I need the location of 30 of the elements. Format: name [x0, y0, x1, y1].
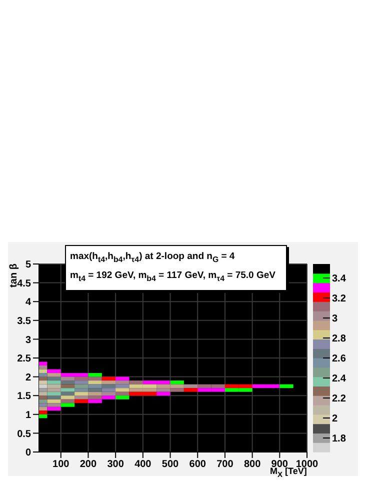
- color-bar-label: 3.2: [332, 294, 346, 304]
- color-bar-label: 2.2: [332, 394, 346, 404]
- color-bar-label: 2.6: [332, 354, 346, 364]
- text: m$_{t4}$ = 192 GeV, m$_{b4}$ = 117 GeV, m$_{τ4}$ = 75.0 GeV: [70, 268, 276, 285]
- y-tick-label: 1: [25, 410, 32, 421]
- y-tick-label: 2.5: [17, 354, 32, 365]
- chart-title: max(h$_{t4}$,h$_{b4}$,h$_{τ4}$) at 2-loop and n$_{G}$ = 4: [70, 251, 235, 264]
- color-bar-label: 2.4: [332, 374, 346, 384]
- y-tick-label: 1.5: [17, 391, 32, 402]
- x-tick-label: 300: [107, 459, 124, 470]
- x-tick-label: 100: [52, 459, 70, 470]
- y-tick-label: 4.5: [17, 278, 32, 290]
- y-tick-label: 3.5: [17, 316, 32, 327]
- x-tick-label: 700: [216, 459, 234, 470]
- color-bar-label: 3.4: [332, 274, 346, 284]
- x-tick-label: 400: [134, 459, 152, 470]
- y-tick-label: 0: [25, 448, 32, 459]
- color-bar-label: 2: [332, 414, 338, 424]
- y-tick-label: 4: [25, 297, 32, 308]
- y-tick-label: 2: [25, 372, 32, 384]
- color-bar-label: 1.8: [332, 434, 346, 444]
- x-tick-label: 200: [80, 459, 98, 470]
- y-tick-label: 3: [25, 334, 32, 346]
- y-tick-label: 0.5: [17, 428, 32, 440]
- color-bar-label: 2.8: [332, 334, 346, 344]
- color-bar-label: 3: [332, 314, 338, 324]
- x-tick-label: 500: [162, 459, 180, 470]
- x-tick-label: 800: [244, 459, 262, 470]
- x-tick-label: 600: [189, 459, 206, 470]
- y-tick-label: 5: [25, 260, 32, 271]
